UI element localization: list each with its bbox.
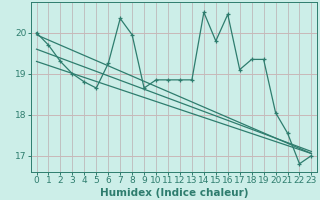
X-axis label: Humidex (Indice chaleur): Humidex (Indice chaleur): [100, 188, 248, 198]
